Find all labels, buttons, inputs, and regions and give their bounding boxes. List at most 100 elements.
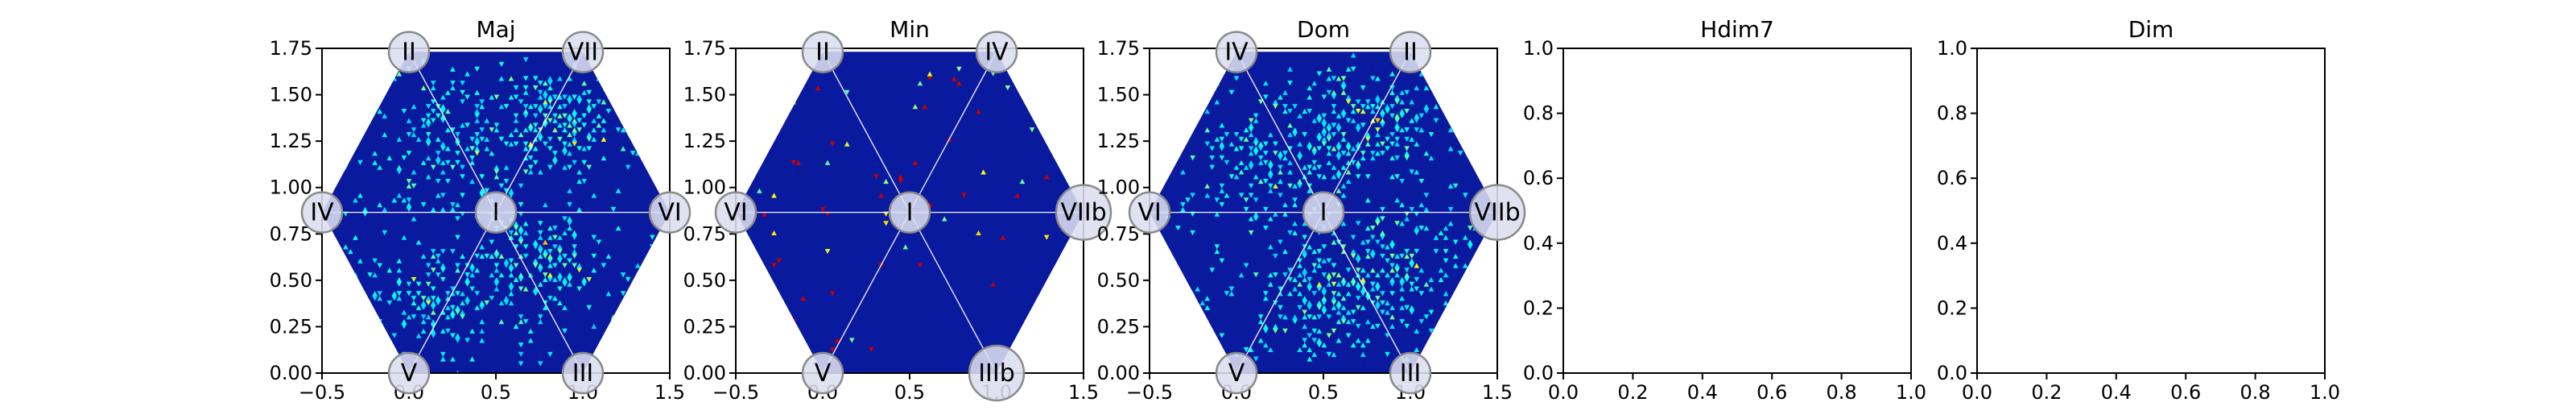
- heatmap-cell: [1438, 230, 1444, 235]
- heatmap-cell: [357, 193, 363, 198]
- heatmap-cell: [537, 230, 543, 235]
- heatmap-cell: [479, 104, 485, 110]
- heatmap-cell: [1316, 71, 1323, 77]
- y-tick-label: 1.00: [270, 176, 312, 199]
- heatmap-cell: [605, 108, 612, 114]
- heatmap-cell: [469, 146, 475, 151]
- heatmap-cell: [1195, 323, 1200, 330]
- heatmap-cell: [1399, 276, 1405, 282]
- heatmap-cell: [1302, 164, 1307, 170]
- heatmap-cell: [1307, 94, 1313, 100]
- heatmap-cell: [1268, 281, 1274, 287]
- heatmap-cell: [552, 113, 558, 118]
- heatmap-cell: [474, 291, 480, 297]
- hex-spoke: [1236, 51, 1324, 213]
- heatmap-cell: [1414, 226, 1420, 231]
- x-tick-label: 1.5: [1068, 381, 1099, 404]
- heatmap-cell: [625, 61, 631, 68]
- heatmap-cell: [343, 244, 349, 250]
- heatmap-cell: [1224, 193, 1230, 198]
- heatmap-cell: [1385, 244, 1390, 250]
- y-tick-label: 1.50: [683, 84, 726, 106]
- heatmap-cell: [1433, 104, 1439, 110]
- y-tick-label: 0.50: [1097, 269, 1140, 292]
- heatmap-cell: [522, 57, 529, 63]
- heatmap-cell: [1180, 118, 1186, 123]
- heatmap-cell: [450, 309, 456, 315]
- heatmap-cell: [572, 136, 577, 142]
- heatmap-cell: [1326, 66, 1332, 72]
- heatmap-cell: [435, 151, 441, 156]
- heatmap-cell: [1340, 244, 1347, 250]
- heatmap-cell: [1326, 146, 1332, 151]
- heatmap-cell: [1253, 216, 1259, 222]
- heatmap-cell: [1257, 319, 1264, 325]
- heatmap-cell: [1311, 164, 1318, 170]
- heatmap-cell: [522, 244, 529, 250]
- heatmap-cell: [372, 160, 378, 165]
- heatmap-cell: [469, 356, 475, 362]
- heatmap-cell: [498, 319, 505, 325]
- heatmap-cell: [415, 305, 422, 310]
- heatmap-cell: [1257, 179, 1264, 185]
- heatmap-cell: [513, 94, 519, 100]
- heatmap-cell: [420, 328, 427, 334]
- heatmap-cell: [469, 155, 475, 161]
- heatmap-cell: [537, 221, 543, 226]
- heatmap-cell: [620, 291, 626, 297]
- heatmap-cell: [527, 104, 534, 110]
- heatmap-cell: [1287, 291, 1293, 297]
- subplot-title: Min: [890, 16, 930, 43]
- heatmap-cell: [1219, 183, 1225, 189]
- heatmap-cell: [527, 164, 534, 170]
- node-viib: VIIb: [1468, 184, 1526, 241]
- y-tick-label: 0.4: [1523, 232, 1554, 255]
- heatmap-cell: [460, 89, 465, 95]
- heatmap-cell: [1443, 249, 1449, 255]
- heatmap-cell: [1219, 146, 1225, 151]
- heatmap-cell: [430, 249, 436, 255]
- heatmap-cell: [898, 179, 904, 185]
- heatmap-cell: [1380, 122, 1385, 128]
- heatmap-cell: [377, 108, 383, 114]
- heatmap-cell: [567, 99, 572, 105]
- node-label: III: [572, 359, 594, 388]
- heatmap-cell: [1316, 174, 1323, 180]
- heatmap-cell: [1238, 193, 1245, 198]
- heatmap-cell: [1423, 206, 1430, 212]
- heatmap-cell: [430, 300, 436, 306]
- heatmap-cell: [425, 272, 431, 278]
- heatmap-cell: [1375, 118, 1381, 123]
- heatmap-cell: [440, 276, 446, 282]
- heatmap-cell: [1355, 108, 1361, 114]
- heatmap-cell: [1414, 85, 1420, 91]
- heatmap-cell: [1326, 333, 1332, 338]
- heatmap-cell: [1394, 221, 1400, 226]
- heatmap-cell: [1331, 305, 1337, 310]
- heatmap-cell: [1204, 296, 1211, 301]
- heatmap-cell: [1335, 281, 1342, 287]
- heatmap-cell: [572, 131, 577, 138]
- heatmap-cell: [1447, 221, 1454, 226]
- heatmap-cell: [411, 169, 417, 175]
- heatmap-cell: [503, 141, 510, 147]
- heatmap-cell: [503, 258, 510, 263]
- heatmap-cell: [1399, 305, 1405, 310]
- heatmap-cell: [547, 276, 553, 282]
- heatmap-cell: [455, 202, 460, 208]
- heatmap-cell: [1370, 281, 1376, 287]
- heatmap-cell: [1307, 188, 1313, 193]
- heatmap-cell: [1360, 108, 1366, 114]
- heatmap-cell: [1345, 99, 1352, 105]
- heatmap-cell: [1287, 276, 1293, 282]
- heatmap-cell: [372, 291, 378, 297]
- heatmap-cell: [1302, 342, 1307, 348]
- heatmap-cell: [819, 206, 826, 212]
- heatmap-cell: [557, 253, 563, 259]
- heatmap-cell: [1238, 169, 1245, 175]
- heatmap-cell: [557, 104, 563, 110]
- heatmap-cell: [557, 136, 563, 142]
- heatmap-cell: [596, 113, 602, 118]
- heatmap-cell: [1345, 94, 1352, 100]
- heatmap-cell: [377, 164, 383, 170]
